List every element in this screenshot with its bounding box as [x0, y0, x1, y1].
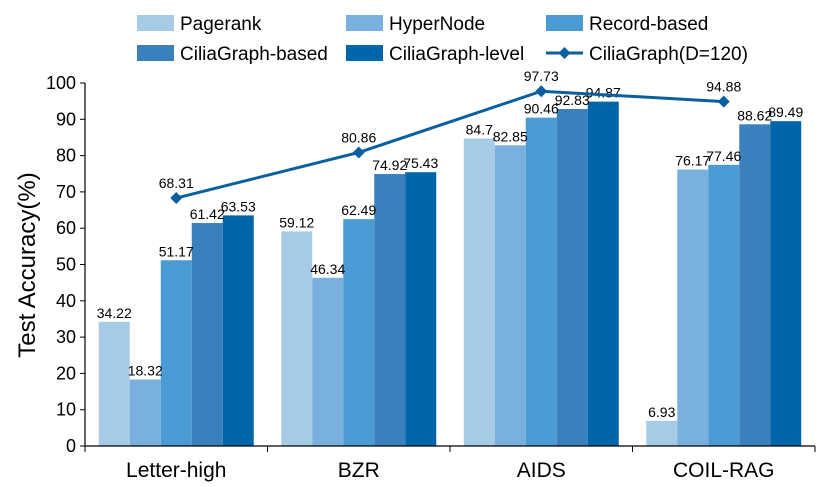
legend-item-record-based: Record-based [546, 14, 708, 35]
x-tick-label: AIDS [517, 459, 566, 482]
bar-ciliagraph-level-aids [587, 101, 619, 447]
bar-data-label: 51.17 [159, 243, 194, 259]
legend: Pagerank HyperNode Record-based CiliaGraph-… [137, 14, 748, 65]
legend-label: CiliaGraph(D=120) [589, 44, 748, 65]
y-tick-label: 100 [46, 73, 76, 93]
bar-data-label: 88.62 [737, 107, 772, 123]
bar-data-label: 74.92 [372, 157, 407, 173]
bar-record-based-coil-rag [708, 164, 740, 447]
bar-record-based-bzr [343, 219, 375, 446]
bar-labels: 34.22 59.12 84.7 6.93 18.32 46.34 82.85 76.17 51… [97, 85, 804, 420]
y-tick-label: 90 [56, 109, 76, 129]
bar-ciliagraph-based-aids [556, 109, 588, 446]
y-tick-label: 20 [56, 363, 76, 383]
legend-item-pagerank: Pagerank [137, 14, 262, 35]
bar-data-label: 62.49 [341, 202, 376, 218]
legend-label: HyperNode [389, 14, 485, 35]
y-tick-label: 10 [56, 400, 76, 420]
bar-ciliagraph-level-letter-high [222, 215, 254, 446]
bar-data-label: 6.93 [648, 404, 675, 420]
line-point-marker [717, 95, 730, 108]
y-tick-label: 30 [56, 327, 76, 347]
bar-data-label: 34.22 [97, 305, 132, 321]
legend-swatch [346, 15, 383, 31]
line-series: 68.31 80.86 97.73 94.88 [159, 68, 741, 205]
legend-swatch [137, 15, 174, 31]
bar-hypernode-bzr [312, 277, 344, 446]
bar-ciliagraph-based-letter-high [191, 223, 223, 446]
legend-item-ciliagraph-d-120-: CiliaGraph(D=120) [546, 44, 748, 65]
x-tick-label: BZR [338, 459, 380, 482]
bar-data-label: 76.17 [675, 153, 710, 169]
bar-data-label: 82.85 [493, 128, 528, 144]
bar-ciliagraph-based-bzr [374, 174, 406, 446]
bar-data-label: 84.7 [466, 122, 493, 138]
bar-hypernode-coil-rag [677, 169, 709, 446]
y-tick-label: 40 [56, 291, 76, 311]
legend-swatch [346, 45, 383, 61]
x-tick-label: Letter-high [126, 459, 226, 482]
bar-pagerank-coil-rag [646, 420, 678, 446]
legend-label: CiliaGraph-based [180, 44, 328, 65]
bar-hypernode-letter-high [129, 379, 161, 446]
bar-ciliagraph-based-coil-rag [739, 124, 771, 447]
line-data-label: 97.73 [524, 68, 559, 84]
y-tick-label: 70 [56, 182, 76, 202]
legend-label: CiliaGraph-level [389, 44, 524, 65]
line-data-label: 94.88 [706, 79, 741, 95]
legend-item-ciliagraph-based: CiliaGraph-based [137, 44, 328, 65]
y-axis-label: Test Accuracy(%) [14, 172, 41, 357]
legend-swatch [546, 15, 583, 31]
bar-ciliagraph-level-coil-rag [770, 121, 802, 446]
bar-pagerank-letter-high [98, 321, 130, 446]
bars [98, 101, 802, 447]
line-data-label: 80.86 [341, 129, 376, 145]
axes: 0 10 20 30 40 50 60 70 80 90 100 Letter-high BZR AIDS… [46, 73, 816, 482]
bar-data-label: 61.42 [190, 206, 225, 222]
legend-diamond-marker [558, 47, 571, 59]
bar-data-label: 90.46 [524, 101, 559, 117]
y-tick-label: 0 [66, 436, 76, 456]
line-point-marker [535, 85, 548, 98]
legend-label: Pagerank [180, 14, 262, 35]
bar-record-based-aids [525, 117, 557, 447]
y-tick-label: 60 [56, 218, 76, 238]
line-ciliagraph-d-120- [175, 89, 724, 200]
bar-data-label: 89.49 [768, 104, 803, 120]
bar-data-label: 77.46 [706, 148, 741, 164]
bar-data-label: 46.34 [310, 261, 345, 277]
line-point-marker [352, 146, 365, 159]
line-point-marker [170, 192, 183, 205]
bar-record-based-letter-high [160, 260, 192, 446]
bar-data-label: 59.12 [279, 214, 314, 230]
legend-item-hypernode: HyperNode [346, 14, 485, 35]
bar-data-label: 75.43 [403, 155, 438, 171]
bar-pagerank-bzr [281, 231, 313, 446]
legend-label: Record-based [589, 14, 708, 35]
bar-pagerank-aids [463, 138, 495, 446]
y-tick-label: 80 [56, 146, 76, 166]
line-data-label: 68.31 [159, 175, 194, 191]
legend-swatch [137, 45, 174, 61]
x-tick-label: COIL-RAG [673, 459, 775, 482]
bar-hypernode-aids [494, 145, 526, 446]
y-tick-label: 50 [56, 255, 76, 275]
bar-data-label: 18.32 [128, 362, 163, 378]
legend-item-ciliagraph-level: CiliaGraph-level [346, 44, 524, 65]
bar-data-label: 92.83 [555, 92, 590, 108]
bar-data-label: 63.53 [221, 198, 256, 214]
bar-ciliagraph-level-bzr [405, 172, 437, 447]
